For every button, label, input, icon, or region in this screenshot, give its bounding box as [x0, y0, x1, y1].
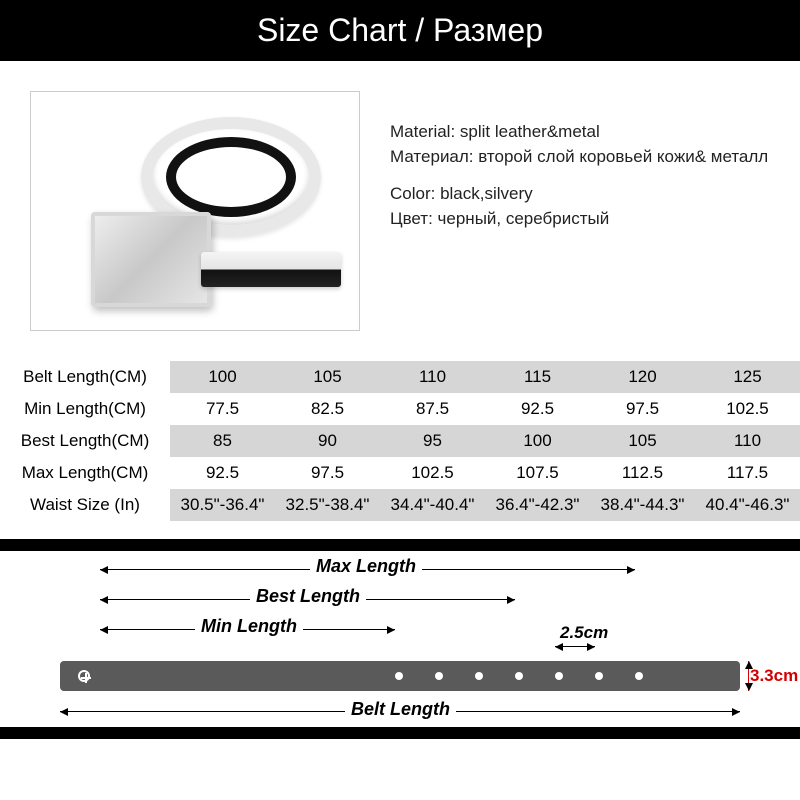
cell: 85 [170, 425, 275, 457]
cell: 102.5 [695, 393, 800, 425]
hole-spacing-line [555, 646, 595, 647]
cell: 38.4"-44.3" [590, 489, 695, 521]
cell: 87.5 [380, 393, 485, 425]
min-length-label: Min Length [195, 616, 303, 637]
product-details: Material: split leather&metal Материал: … [390, 91, 770, 331]
belt-diagram-section: Max Length Best Length Min Length 2.5cm … [0, 539, 800, 739]
max-length-label: Max Length [310, 556, 422, 577]
product-image [30, 91, 360, 331]
product-info-section: Material: split leather&metal Материал: … [0, 61, 800, 351]
material-en: Material: split leather&metal [390, 121, 770, 144]
row-label: Max Length(CM) [0, 457, 170, 489]
belt-screw-icon [78, 670, 90, 682]
cell: 36.4"-42.3" [485, 489, 590, 521]
table-row: Best Length(CM) 85 90 95 100 105 110 [0, 425, 800, 457]
belt-height-line [748, 661, 749, 691]
cell: 120 [590, 361, 695, 393]
cell: 125 [695, 361, 800, 393]
cell: 110 [695, 425, 800, 457]
cell: 112.5 [590, 457, 695, 489]
cell: 105 [275, 361, 380, 393]
belt-length-label: Belt Length [345, 699, 456, 720]
belt-bar [60, 661, 740, 691]
cell: 100 [485, 425, 590, 457]
cell: 100 [170, 361, 275, 393]
cell: 30.5"-36.4" [170, 489, 275, 521]
cell: 40.4"-46.3" [695, 489, 800, 521]
cell: 110 [380, 361, 485, 393]
cell: 90 [275, 425, 380, 457]
belt-height-label: 3.3cm [750, 666, 798, 686]
page-title: Size Chart / Размер [0, 0, 800, 61]
size-table: Belt Length(CM) 100 105 110 115 120 125 … [0, 361, 800, 521]
cell: 107.5 [485, 457, 590, 489]
row-label: Min Length(CM) [0, 393, 170, 425]
material-ru: Материал: второй слой коровьей кожи& мет… [390, 146, 770, 169]
cell: 97.5 [590, 393, 695, 425]
table-row: Waist Size (In) 30.5"-36.4" 32.5"-38.4" … [0, 489, 800, 521]
buckle-illustration [91, 212, 211, 307]
table-row: Belt Length(CM) 100 105 110 115 120 125 [0, 361, 800, 393]
row-label: Best Length(CM) [0, 425, 170, 457]
cell: 34.4"-40.4" [380, 489, 485, 521]
cell: 92.5 [170, 457, 275, 489]
hole-spacing-label: 2.5cm [560, 623, 608, 643]
cell: 115 [485, 361, 590, 393]
color-ru: Цвет: черный, серебристый [390, 208, 770, 231]
cell: 32.5"-38.4" [275, 489, 380, 521]
cell: 97.5 [275, 457, 380, 489]
color-en: Color: black,silvery [390, 183, 770, 206]
table-row: Min Length(CM) 77.5 82.5 87.5 92.5 97.5 … [0, 393, 800, 425]
cell: 77.5 [170, 393, 275, 425]
best-length-label: Best Length [250, 586, 366, 607]
cell: 82.5 [275, 393, 380, 425]
cell: 105 [590, 425, 695, 457]
cell: 95 [380, 425, 485, 457]
cell: 102.5 [380, 457, 485, 489]
cell: 117.5 [695, 457, 800, 489]
strap-illustration [201, 252, 341, 287]
cell: 92.5 [485, 393, 590, 425]
row-label: Waist Size (In) [0, 489, 170, 521]
table-row: Max Length(CM) 92.5 97.5 102.5 107.5 112… [0, 457, 800, 489]
row-label: Belt Length(CM) [0, 361, 170, 393]
